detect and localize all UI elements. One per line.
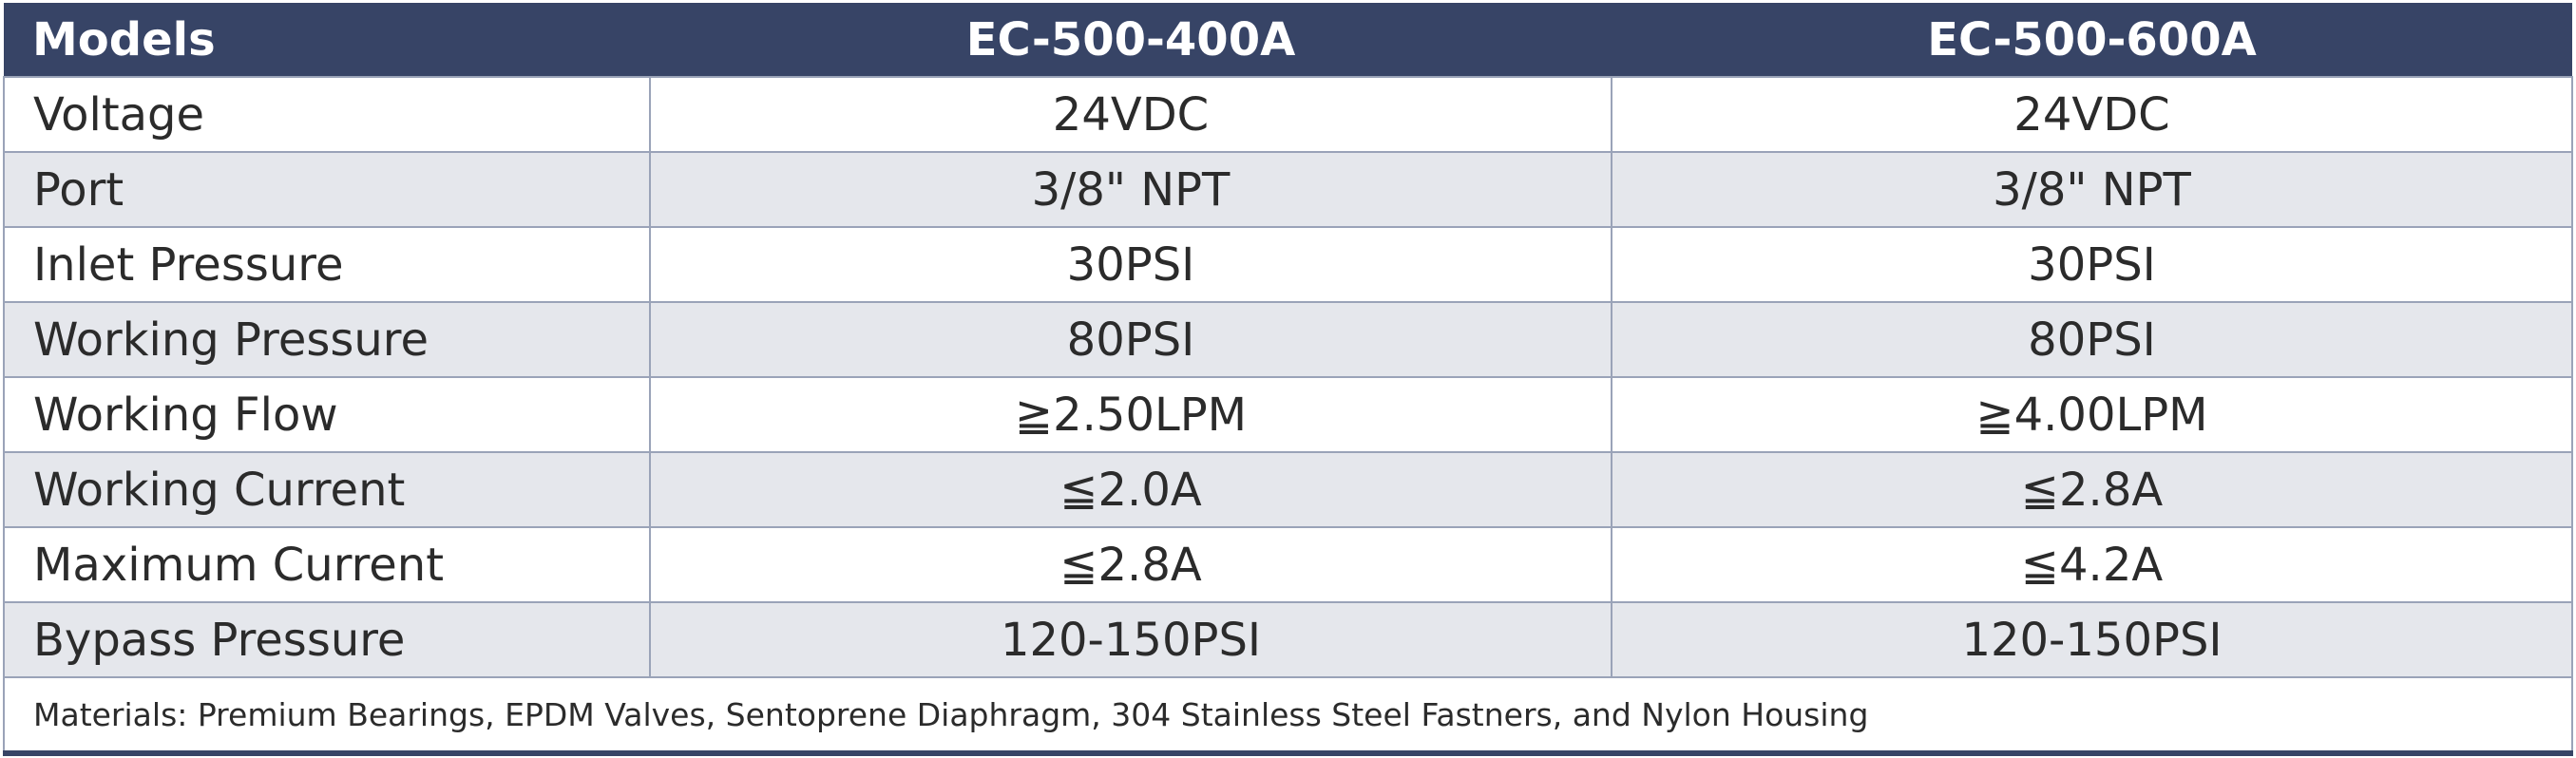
row-value-ec-500-400a: 30PSI — [649, 226, 1612, 303]
spec-table: Models EC-500-400A EC-500-600A Voltage 2… — [3, 3, 2573, 756]
row-value-ec-500-600a: 24VDC — [1611, 76, 2573, 153]
row-value-ec-500-400a: ≧2.50LPM — [649, 376, 1612, 453]
table-row-bypass-pressure: Bypass Pressure 120-150PSI 120-150PSI — [3, 601, 2573, 678]
row-value-ec-500-400a: 120-150PSI — [649, 601, 1612, 678]
model-header-ec-500-400a: EC-500-400A — [650, 3, 1612, 77]
row-value-ec-500-600a: ≧4.00LPM — [1611, 376, 2573, 453]
spec-table-body: Voltage 24VDC 24VDC Port 3/8" NPT 3/8" N… — [3, 76, 2573, 678]
row-value-ec-500-400a: 80PSI — [649, 301, 1612, 378]
table-row-voltage: Voltage 24VDC 24VDC — [3, 76, 2573, 153]
row-value-ec-500-400a: 24VDC — [649, 76, 1612, 153]
materials-note: Materials: Premium Bearings, EPDM Valves… — [3, 677, 2573, 756]
row-value-ec-500-600a: 30PSI — [1611, 226, 2573, 303]
row-label: Maximum Current — [3, 526, 651, 603]
row-value-ec-500-600a: 120-150PSI — [1611, 601, 2573, 678]
row-label: Bypass Pressure — [3, 601, 651, 678]
models-header: Models — [4, 3, 650, 77]
table-row-port: Port 3/8" NPT 3/8" NPT — [3, 151, 2573, 228]
footer-row: Materials: Premium Bearings, EPDM Valves… — [3, 677, 2573, 756]
header-row: Models EC-500-400A EC-500-600A — [4, 3, 2572, 77]
row-label: Working Pressure — [3, 301, 651, 378]
row-value-ec-500-600a: 80PSI — [1611, 301, 2573, 378]
table-row-working-flow: Working Flow ≧2.50LPM ≧4.00LPM — [3, 376, 2573, 453]
row-label: Inlet Pressure — [3, 226, 651, 303]
row-label: Port — [3, 151, 651, 228]
row-label: Working Current — [3, 451, 651, 528]
spec-table-header: Models EC-500-400A EC-500-600A — [4, 3, 2572, 77]
row-value-ec-500-600a: ≦4.2A — [1611, 526, 2573, 603]
spec-table-footer: Materials: Premium Bearings, EPDM Valves… — [3, 677, 2573, 756]
row-value-ec-500-400a: 3/8" NPT — [649, 151, 1612, 228]
table-row-working-pressure: Working Pressure 80PSI 80PSI — [3, 301, 2573, 378]
model-header-ec-500-600a: EC-500-600A — [1612, 3, 2572, 77]
table-row-inlet-pressure: Inlet Pressure 30PSI 30PSI — [3, 226, 2573, 303]
table-row-working-current: Working Current ≦2.0A ≦2.8A — [3, 451, 2573, 528]
row-label: Voltage — [3, 76, 651, 153]
row-value-ec-500-400a: ≦2.8A — [649, 526, 1612, 603]
row-label: Working Flow — [3, 376, 651, 453]
table-row-maximum-current: Maximum Current ≦2.8A ≦4.2A — [3, 526, 2573, 603]
row-value-ec-500-600a: 3/8" NPT — [1611, 151, 2573, 228]
row-value-ec-500-600a: ≦2.8A — [1611, 451, 2573, 528]
row-value-ec-500-400a: ≦2.0A — [649, 451, 1612, 528]
